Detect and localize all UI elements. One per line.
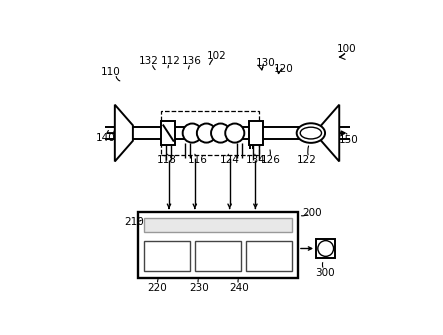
Text: 210: 210 <box>124 217 144 227</box>
FancyBboxPatch shape <box>144 242 190 271</box>
Ellipse shape <box>297 123 325 143</box>
FancyBboxPatch shape <box>161 122 175 145</box>
FancyBboxPatch shape <box>245 242 291 271</box>
Circle shape <box>225 124 245 143</box>
Circle shape <box>211 124 230 143</box>
FancyBboxPatch shape <box>316 239 335 258</box>
FancyBboxPatch shape <box>144 218 291 232</box>
Text: 150: 150 <box>338 135 358 144</box>
Text: 220: 220 <box>148 283 167 293</box>
Text: 240: 240 <box>229 283 249 293</box>
FancyBboxPatch shape <box>195 242 241 271</box>
Text: 134: 134 <box>245 155 265 165</box>
Text: 120: 120 <box>274 64 294 74</box>
Text: 230: 230 <box>189 283 209 293</box>
Text: 102: 102 <box>207 51 226 61</box>
Text: 110: 110 <box>101 67 120 77</box>
Text: 124: 124 <box>220 155 240 165</box>
Text: 132: 132 <box>138 56 158 66</box>
Text: 130: 130 <box>256 58 276 68</box>
Circle shape <box>197 124 216 143</box>
Circle shape <box>183 124 202 143</box>
Text: 136: 136 <box>182 56 202 66</box>
Ellipse shape <box>300 127 322 139</box>
Polygon shape <box>115 105 133 161</box>
Text: 140: 140 <box>96 133 116 143</box>
Text: 118: 118 <box>157 155 177 165</box>
Text: 112: 112 <box>160 56 180 66</box>
FancyBboxPatch shape <box>249 122 263 145</box>
Text: 300: 300 <box>315 268 334 278</box>
Polygon shape <box>321 105 339 161</box>
Text: 200: 200 <box>303 208 322 218</box>
Text: 126: 126 <box>260 155 280 165</box>
Text: 116: 116 <box>188 155 208 165</box>
Circle shape <box>318 241 334 256</box>
Text: 122: 122 <box>297 155 317 165</box>
Text: 100: 100 <box>337 44 357 54</box>
FancyBboxPatch shape <box>138 212 298 277</box>
